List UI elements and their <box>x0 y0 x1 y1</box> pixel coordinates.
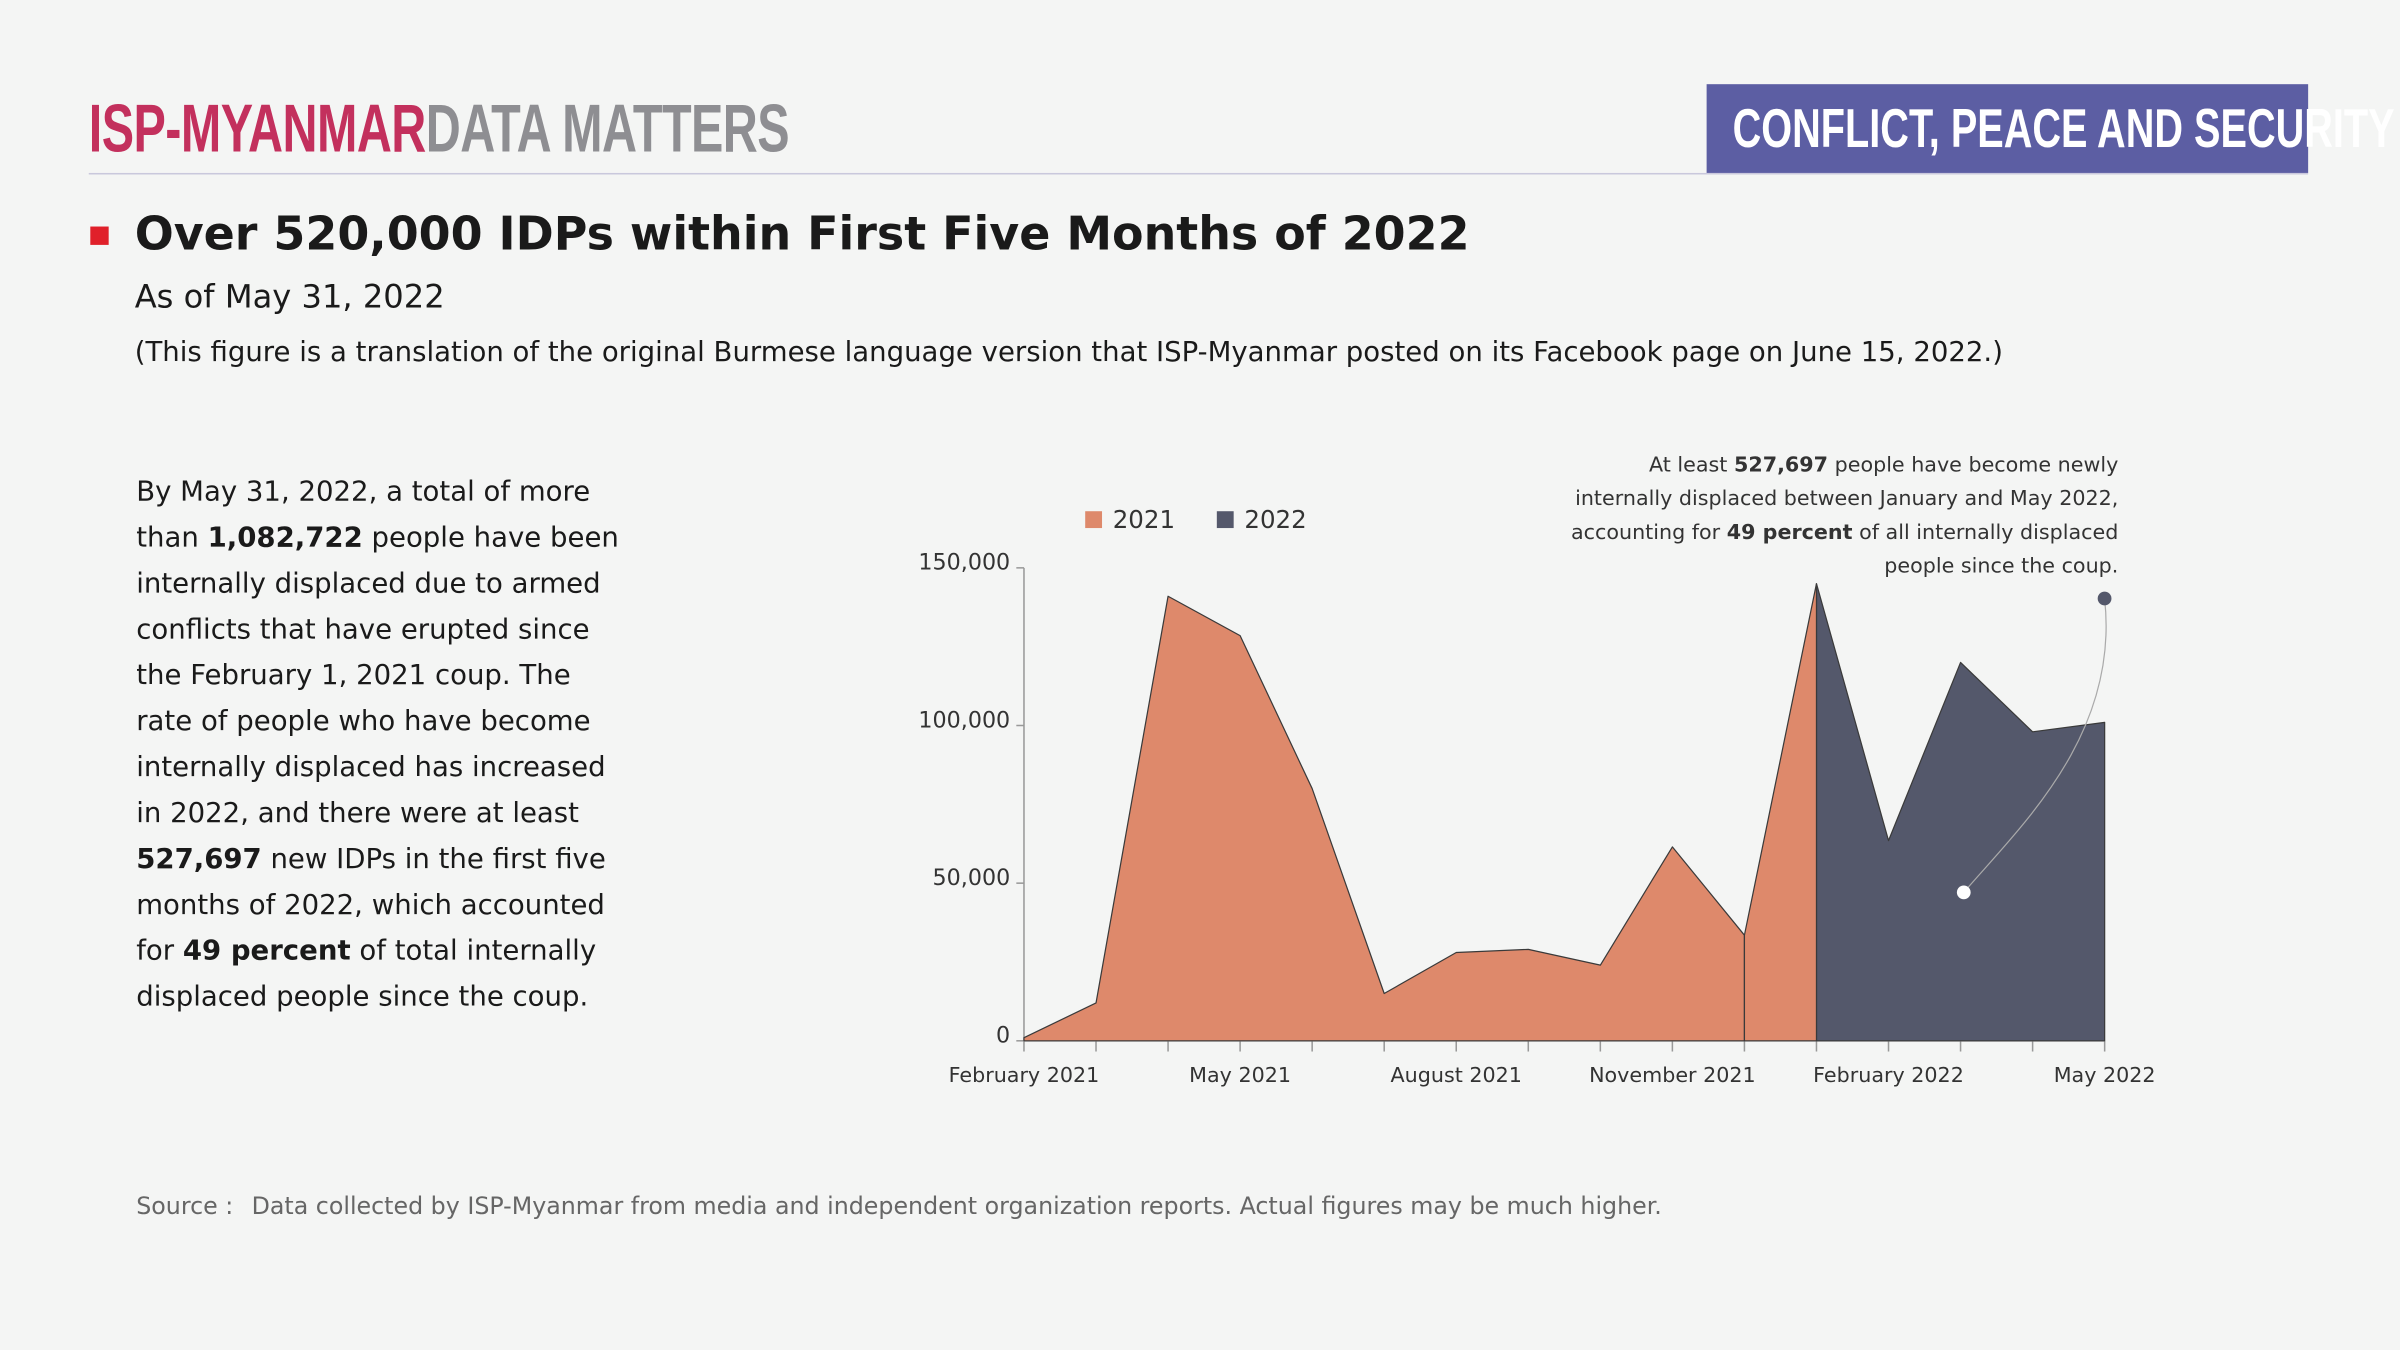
subtitle: As of May 31, 2022 <box>134 278 445 316</box>
legend-label: 2022 <box>1244 505 1306 534</box>
y-tick-label: 50,000 <box>933 865 1011 891</box>
note: (This figure is a translation of the ori… <box>134 336 2003 369</box>
source: Source : Data collected by ISP-Myanmar fr… <box>136 1192 1662 1220</box>
section-tag-text: CONFLICT, PEACE AND SECURITY <box>1732 96 2395 160</box>
title-marker <box>90 226 109 245</box>
x-tick-label: May 2022 <box>2054 1063 2156 1087</box>
brand: ISP-MYANMARDATA MATTERS <box>88 91 790 169</box>
section-tag: CONFLICT, PEACE AND SECURITY <box>1706 84 2395 173</box>
body-text: By May 31, 2022, a total of more than 1,… <box>136 470 626 1021</box>
annotation-segment: accounting for <box>1571 520 1727 544</box>
legend-swatch <box>1085 511 1103 529</box>
annotation-segment: internally displaced between January and… <box>1575 486 2118 510</box>
annotation-segment: 49 percent <box>1727 520 1853 544</box>
y-tick-label: 0 <box>996 1023 1010 1049</box>
annotation: accounting for 49 percent of all interna… <box>1571 520 2118 544</box>
annotation-dot <box>2097 591 2112 606</box>
annotation-segment: of all internally displaced <box>1853 520 2119 544</box>
y-tick-label: 150,000 <box>918 550 1010 576</box>
brand-suffix: DATA MATTERS <box>425 91 790 167</box>
title: Over 520,000 IDPs within First Five Mont… <box>134 208 1470 262</box>
body-segment: new IDPs in the first five months of 202… <box>136 843 606 968</box>
source-label: Source : <box>136 1192 234 1220</box>
header-rule <box>88 172 2309 175</box>
body-segment: By May 31, 2022, a total of more than <box>136 476 591 555</box>
x-tick-label: August 2021 <box>1391 1063 1522 1087</box>
body-highlight: 527,697 <box>136 843 262 876</box>
area-connector <box>1743 583 1818 1042</box>
legend-label: 2021 <box>1113 505 1175 534</box>
body-segment: people have been internally displaced du… <box>136 521 619 830</box>
source-text: Data collected by ISP-Myanmar from media… <box>251 1192 1662 1220</box>
annotation-segment: 527,697 <box>1734 452 1828 476</box>
area <box>1815 583 2106 1042</box>
annotation: people since the coup. <box>1884 553 2118 577</box>
annotation-segment: At least <box>1649 452 1734 476</box>
x-tick-label: February 2021 <box>949 1063 1100 1087</box>
body-segment: of total internally displaced people sin… <box>136 935 597 1014</box>
x-tick-label: February 2022 <box>1813 1063 1964 1087</box>
annotation: At least 527,697 people have become newl… <box>1649 452 2118 476</box>
body-highlight: 49 percent <box>182 935 351 968</box>
body-highlight: 1,082,722 <box>207 521 363 555</box>
x-tick-label: November 2021 <box>1589 1063 1756 1087</box>
y-tick-label: 100,000 <box>918 707 1010 733</box>
brand-name: ISP-MYANMAR <box>88 91 427 167</box>
annotation-segment: people have become newly <box>1828 452 2118 476</box>
annotation: internally displaced between January and… <box>1575 486 2118 510</box>
area <box>1023 595 1746 1042</box>
annotation-leader <box>1963 598 2107 893</box>
annotation-dot <box>1956 885 1971 900</box>
x-tick-label: May 2021 <box>1189 1063 1291 1087</box>
legend-swatch <box>1216 511 1234 529</box>
annotation-segment: people since the coup. <box>1884 553 2118 577</box>
